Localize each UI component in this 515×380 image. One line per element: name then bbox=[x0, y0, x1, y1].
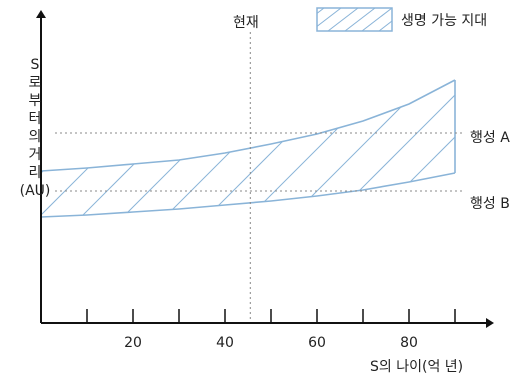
hatch-line bbox=[136, 30, 436, 330]
hatch-line bbox=[178, 30, 478, 330]
x-axis-label: S의 나이(억 년) bbox=[370, 356, 463, 376]
x-tick-label: 80 bbox=[400, 335, 418, 351]
x-axis-arrow bbox=[486, 318, 494, 328]
axes: 20 40 60 80 bbox=[36, 10, 494, 351]
hatch-line bbox=[304, 30, 515, 330]
legend-label: 생명 가능 지대 bbox=[401, 10, 487, 30]
legend-hatch-line bbox=[345, 8, 375, 31]
y-axis-label-part: 터 bbox=[29, 110, 42, 128]
hatch-line bbox=[262, 30, 515, 330]
legend-hatch-line bbox=[294, 8, 324, 31]
hatch-line bbox=[430, 30, 515, 330]
y-axis-label-part: 거 bbox=[29, 146, 42, 164]
planet-a-label: 행성 A bbox=[470, 127, 510, 147]
y-axis-label-part: 부 bbox=[29, 92, 42, 110]
x-tick-label: 40 bbox=[216, 335, 234, 351]
planet-b-label: 행성 B bbox=[470, 193, 510, 213]
zone-hatching bbox=[0, 30, 515, 330]
y-axis-label-part: (AU) bbox=[20, 182, 51, 200]
legend-hatch-line bbox=[311, 8, 341, 31]
legend-swatch bbox=[317, 8, 392, 31]
y-axis-label-part: 의 bbox=[29, 128, 42, 146]
y-axis-arrow bbox=[36, 10, 46, 18]
hatch-line bbox=[52, 30, 352, 330]
y-axis-label-part: 리 bbox=[29, 164, 42, 182]
hatch-line bbox=[94, 30, 394, 330]
present-label: 현재 bbox=[233, 12, 259, 32]
hatch-line bbox=[220, 30, 515, 330]
hatch-line bbox=[472, 30, 515, 330]
legend-hatch-line bbox=[277, 8, 307, 31]
hatch-line bbox=[388, 30, 515, 330]
y-axis-label-part: 로 bbox=[29, 74, 42, 92]
habitable-zone bbox=[0, 30, 515, 330]
hatch-line bbox=[346, 30, 515, 330]
y-axis-label: S 로 부 터 의 거 리 (AU) bbox=[18, 56, 52, 200]
x-tick-label: 60 bbox=[308, 335, 326, 351]
y-axis-label-part: S bbox=[31, 56, 40, 74]
legend-hatch-line bbox=[328, 8, 358, 31]
reference-lines bbox=[55, 32, 462, 323]
hatch-line bbox=[10, 30, 310, 330]
legend-hatch-line bbox=[362, 8, 392, 31]
x-tick-label: 20 bbox=[124, 335, 142, 351]
